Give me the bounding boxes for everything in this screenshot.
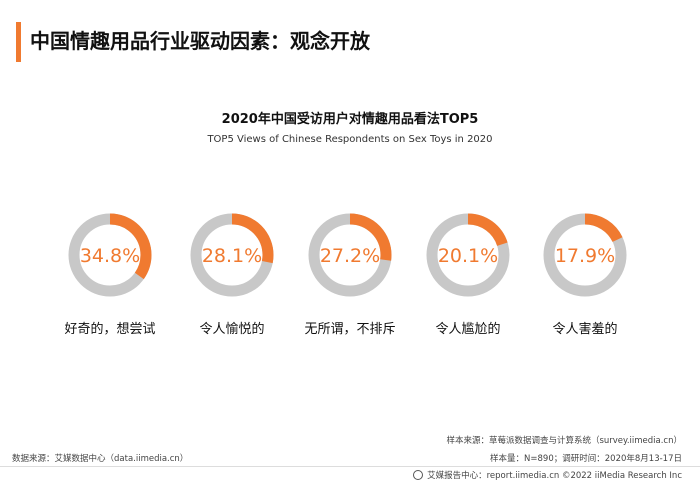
sample-source: 样本来源：草莓派数据调查与计算系统（survey.iimedia.cn） — [446, 436, 682, 446]
footer-divider — [0, 466, 700, 467]
sample-info: 样本量：N=890；调研时间：2020年8月13-17日 — [490, 454, 682, 464]
donut-value-arc — [543, 213, 627, 297]
footer-text: 艾媒报告中心：report.iimedia.cn ©2022 iiMedia R… — [427, 471, 682, 481]
donut-4: 20.1% 令人尴尬的 — [426, 213, 510, 337]
iimedia-logo-icon — [413, 470, 424, 480]
data-source: 数据来源：艾媒数据中心（data.iimedia.cn） — [12, 454, 189, 464]
donut-value-label: 20.1% — [438, 245, 498, 267]
donut-value-label: 17.9% — [555, 245, 615, 267]
donut-category-label: 好奇的，想尝试 — [64, 321, 155, 337]
donut-chart: 34.8% 好奇的，想尝试 28.1% 令人愉悦的 27.2% 无所谓，不排斥 20.1% 令… — [64, 213, 627, 337]
title-accent-bar — [16, 22, 21, 62]
donut-category-label: 令人尴尬的 — [435, 321, 500, 337]
donut-value-arc — [68, 213, 152, 297]
donut-category-label: 无所谓，不排斥 — [304, 322, 395, 337]
footer: 艾媒报告中心：report.iimedia.cn ©2022 iiMedia R… — [413, 469, 682, 481]
donut-value-arc — [426, 213, 510, 297]
donut-2: 28.1% 令人愉悦的 — [190, 213, 274, 337]
donut-value-label: 27.2% — [320, 245, 380, 267]
page-title: 中国情趣用品行业驱动因素：观念开放 — [30, 29, 370, 53]
donut-3: 27.2% 无所谓，不排斥 — [304, 213, 396, 337]
donut-category-label: 令人愉悦的 — [199, 321, 264, 337]
donut-category-label: 令人害羞的 — [552, 321, 617, 337]
donut-value-arc — [308, 213, 392, 297]
donut-1: 34.8% 好奇的，想尝试 — [64, 213, 156, 337]
donut-value-arc — [190, 213, 274, 297]
chart-title: 2020年中国受访用户对情趣用品看法TOP5 — [221, 112, 479, 127]
donut-value-label: 28.1% — [202, 245, 262, 267]
donut-5: 17.9% 令人害羞的 — [543, 213, 627, 337]
chart-subtitle: TOP5 Views of Chinese Respondents on Sex… — [207, 134, 493, 145]
donut-value-label: 34.8% — [80, 245, 140, 267]
